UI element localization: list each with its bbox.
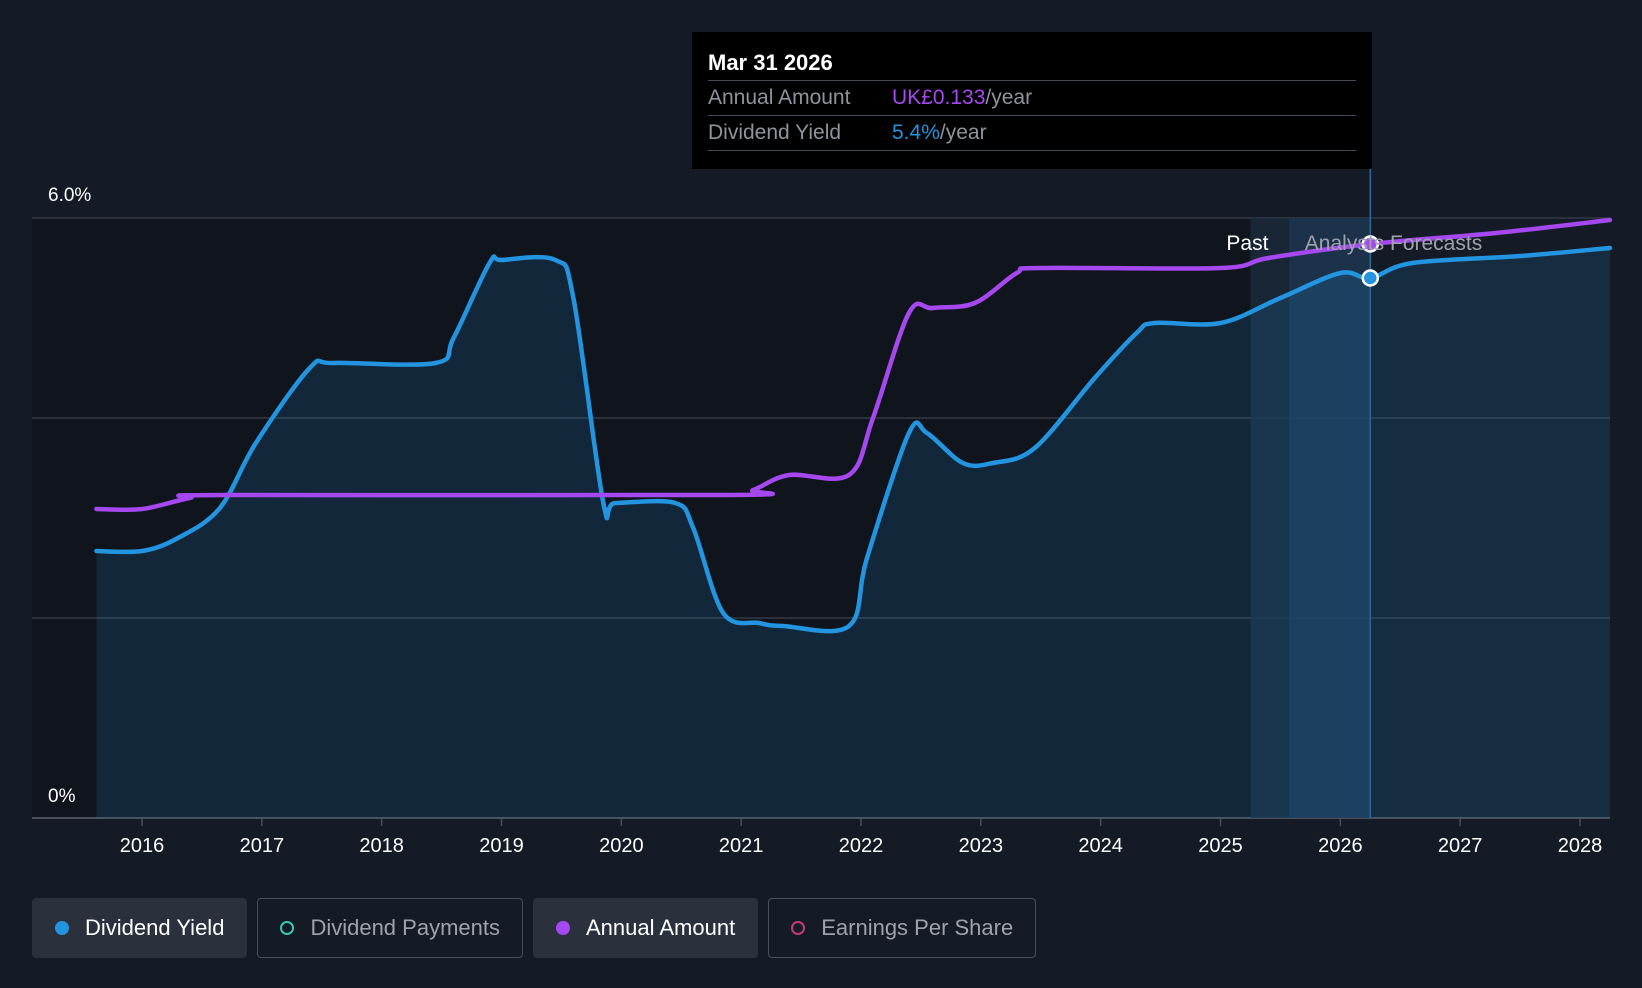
x-tick-label: 2026 bbox=[1318, 835, 1363, 857]
tooltip-label: Annual Amount bbox=[708, 86, 851, 109]
legend-label: Dividend Yield bbox=[85, 915, 225, 940]
x-tick-label: 2022 bbox=[839, 835, 884, 857]
x-tick-label: 2024 bbox=[1078, 835, 1123, 857]
x-tick-label: 2021 bbox=[719, 835, 764, 857]
tooltip-value: 5.4% bbox=[892, 121, 940, 144]
tooltip-label: Dividend Yield bbox=[708, 121, 842, 144]
legend-annual-amount-button[interactable]: Annual Amount bbox=[532, 898, 759, 958]
dividend-payments-ring-icon bbox=[280, 921, 295, 935]
legend-dividend-payments-button[interactable]: Dividend Payments bbox=[257, 898, 523, 958]
annual-amount-dot-icon bbox=[555, 921, 570, 935]
x-tick-label: 2020 bbox=[599, 835, 644, 857]
dividend-yield-area bbox=[96, 248, 1610, 818]
tooltip-suffix: /year bbox=[939, 121, 987, 144]
legend-label: Annual Amount bbox=[585, 915, 736, 940]
past-label: Past bbox=[1226, 232, 1268, 255]
dividend-yield-dot-icon bbox=[55, 921, 69, 935]
legend-dividend-yield-button[interactable]: Dividend Yield bbox=[32, 898, 248, 958]
y-axis-label-top: 6.0% bbox=[48, 185, 91, 206]
forecast-highlight-band bbox=[1288, 218, 1371, 818]
tooltip-date: Mar 31 2026 bbox=[708, 46, 1356, 81]
tooltip-value: UK£0.133 bbox=[892, 86, 986, 109]
x-tick-label: 2016 bbox=[120, 835, 165, 857]
y-axis-label-bottom: 0% bbox=[48, 786, 76, 807]
annual-amount-marker bbox=[1361, 235, 1380, 253]
x-tick-label: 2025 bbox=[1198, 835, 1243, 857]
x-tick-label: 2019 bbox=[479, 835, 524, 857]
tooltip-row-annual-amount: Annual Amount UK£0.133 /year bbox=[708, 81, 1356, 116]
dividend-yield-marker bbox=[1361, 269, 1380, 287]
past-plot-background bbox=[32, 218, 1371, 818]
x-tick-label: 2023 bbox=[959, 835, 1004, 857]
x-tick-label: 2027 bbox=[1438, 835, 1483, 857]
tooltip: Mar 31 2026 Annual Amount UK£0.133 /year… bbox=[692, 32, 1372, 169]
earnings-per-share-ring-icon bbox=[791, 921, 806, 935]
annual-amount-line bbox=[94, 217, 1613, 513]
tooltip-suffix: /year bbox=[985, 86, 1033, 109]
x-tick-label: 2018 bbox=[359, 835, 404, 857]
legend-earnings-per-share-button[interactable]: Earnings Per Share bbox=[768, 898, 1037, 958]
legend: Dividend Yield Dividend Payments Annual … bbox=[32, 898, 1037, 958]
x-tick-label: 2017 bbox=[240, 835, 285, 857]
past-highlight-band bbox=[1250, 218, 1289, 818]
legend-label: Dividend Payments bbox=[310, 915, 500, 940]
legend-label: Earnings Per Share bbox=[821, 915, 1014, 940]
forecast-label: Analysts Forecasts bbox=[1305, 232, 1482, 255]
dividend-yield-line bbox=[94, 245, 1613, 634]
x-tick-label: 2028 bbox=[1558, 835, 1603, 857]
tooltip-row-dividend-yield: Dividend Yield 5.4% /year bbox=[708, 116, 1356, 151]
